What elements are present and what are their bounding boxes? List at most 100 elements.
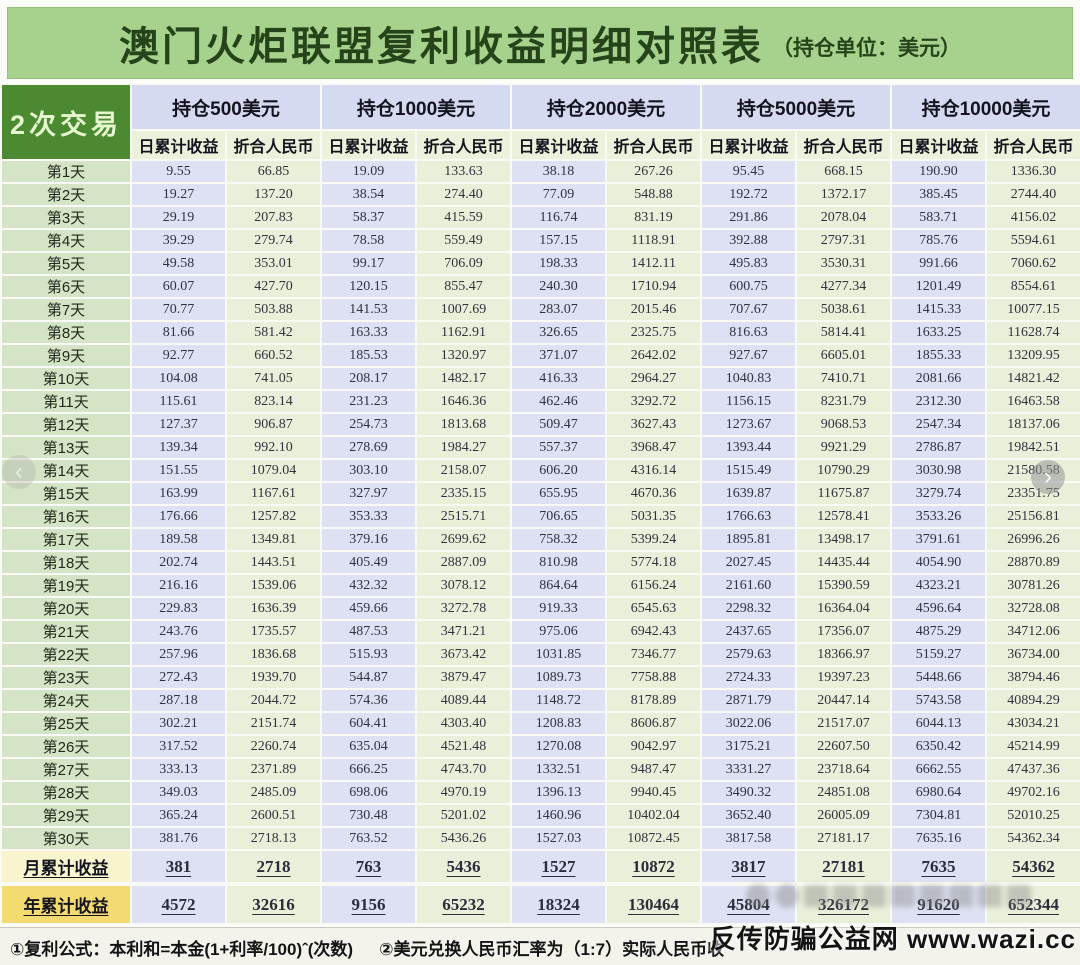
group-header-holding-0: 持仓500美元 <box>129 83 323 131</box>
value-cell: 1201.49 <box>890 274 988 299</box>
value-cell: 831.19 <box>605 205 703 230</box>
row-label-day: 第26天 <box>0 734 132 759</box>
table-row-day-17: 第17天 189.58 1349.81 379.16 2699.62 758.32 5399… <box>0 527 1080 552</box>
value-cell: 1273.67 <box>700 412 798 437</box>
value-cell: 29.19 <box>130 205 227 230</box>
monthly-total-cell: 27181 <box>795 849 893 885</box>
row-label-day: 第16天 <box>0 504 132 529</box>
value-cell: 127.37 <box>130 412 227 437</box>
value-cell: 7758.88 <box>605 665 703 690</box>
yearly-total-cell: 9156 <box>320 882 418 925</box>
roi-table: 2次交易 持仓500美元 持仓1000美元 持仓2000美元 持仓5000美元 持仓100… <box>0 83 1080 925</box>
value-cell: 120.15 <box>320 274 418 299</box>
table-row-day-11: 第11天 115.61 823.14 231.23 1646.36 462.46 3292.… <box>0 389 1080 414</box>
value-cell: 392.88 <box>700 228 798 253</box>
row-label-day: 第13天 <box>0 435 132 460</box>
value-cell: 34712.06 <box>985 619 1080 644</box>
value-cell: 157.15 <box>510 228 608 253</box>
value-cell: 353.33 <box>320 504 418 529</box>
value-cell: 1089.73 <box>510 665 608 690</box>
value-cell: 291.86 <box>700 205 798 230</box>
value-cell: 26005.09 <box>795 803 893 828</box>
value-cell: 1372.17 <box>795 182 893 207</box>
value-cell: 18137.06 <box>985 412 1080 437</box>
row-label-day: 第15天 <box>0 481 132 506</box>
table-row-day-30: 第30天 381.76 2718.13 763.52 5436.26 1527.03 108… <box>0 826 1080 851</box>
value-cell: 515.93 <box>320 642 418 667</box>
sub-header-daily-income: 日累计收益 <box>320 129 418 161</box>
yearly-total-cell: 326172 <box>795 882 893 925</box>
value-cell: 8231.79 <box>795 389 893 414</box>
value-cell: 6350.42 <box>890 734 988 759</box>
value-cell: 3530.31 <box>795 251 893 276</box>
value-cell: 4970.19 <box>415 780 513 805</box>
value-cell: 267.26 <box>605 159 703 184</box>
row-label-day: 第24天 <box>0 688 132 713</box>
value-cell: 333.13 <box>130 757 227 782</box>
value-cell: 66.85 <box>224 159 323 184</box>
value-cell: 416.33 <box>510 366 608 391</box>
value-cell: 462.46 <box>510 389 608 414</box>
value-cell: 6605.01 <box>795 343 893 368</box>
row-label-day: 第7天 <box>0 297 132 322</box>
value-cell: 6942.43 <box>605 619 703 644</box>
value-cell: 192.72 <box>700 182 798 207</box>
value-cell: 9487.47 <box>605 757 703 782</box>
monthly-total-label: 月累计收益 <box>0 849 132 885</box>
value-cell: 36734.00 <box>985 642 1080 667</box>
monthly-total-row: 月累计收益 381 2718 763 5436 1527 10872 3817 27181 763… <box>0 849 1080 885</box>
value-cell: 2871.79 <box>700 688 798 713</box>
value-cell: 2325.75 <box>605 320 703 345</box>
value-cell: 5031.35 <box>605 504 703 529</box>
value-cell: 1443.51 <box>224 550 323 575</box>
value-cell: 7410.71 <box>795 366 893 391</box>
value-cell: 9.55 <box>130 159 227 184</box>
value-cell: 163.33 <box>320 320 418 345</box>
prev-arrow-button[interactable]: ‹ <box>2 455 36 489</box>
row-label-day: 第19天 <box>0 573 132 598</box>
value-cell: 707.67 <box>700 297 798 322</box>
value-cell: 4156.02 <box>985 205 1080 230</box>
value-cell: 26996.26 <box>985 527 1080 552</box>
value-cell: 5594.61 <box>985 228 1080 253</box>
yearly-total-label: 年累计收益 <box>0 882 132 925</box>
row-label-day: 第9天 <box>0 343 132 368</box>
value-cell: 427.70 <box>224 274 323 299</box>
value-cell: 816.63 <box>700 320 798 345</box>
table-row-day-21: 第21天 243.76 1735.57 487.53 3471.21 975.06 6942… <box>0 619 1080 644</box>
yearly-total-row: 年累计收益 4572 32616 9156 65232 18324 130464 45804 3… <box>0 882 1080 925</box>
value-cell: 92.77 <box>130 343 227 368</box>
value-cell: 992.10 <box>224 435 323 460</box>
table-row-day-1: 第1天 9.55 66.85 19.09 133.63 38.18 267.26 95.45 6… <box>0 159 1080 184</box>
value-cell: 27181.17 <box>795 826 893 851</box>
value-cell: 19.27 <box>130 182 227 207</box>
value-cell: 10077.15 <box>985 297 1080 322</box>
value-cell: 1412.11 <box>605 251 703 276</box>
sub-header-daily-income: 日累计收益 <box>700 129 798 161</box>
value-cell: 503.88 <box>224 297 323 322</box>
sub-header-daily-income: 日累计收益 <box>510 129 608 161</box>
value-cell: 2887.09 <box>415 550 513 575</box>
corner-cell-trades-per-day: 2次交易 <box>0 83 132 161</box>
value-cell: 3817.58 <box>700 826 798 851</box>
value-cell: 9042.97 <box>605 734 703 759</box>
value-cell: 9068.53 <box>795 412 893 437</box>
value-cell: 3627.43 <box>605 412 703 437</box>
value-cell: 991.66 <box>890 251 988 276</box>
row-label-day: 第27天 <box>0 757 132 782</box>
value-cell: 5159.27 <box>890 642 988 667</box>
value-cell: 487.53 <box>320 619 418 644</box>
row-label-day: 第21天 <box>0 619 132 644</box>
value-cell: 3272.78 <box>415 596 513 621</box>
next-arrow-button[interactable]: › <box>1031 460 1065 494</box>
value-cell: 557.37 <box>510 435 608 460</box>
value-cell: 758.32 <box>510 527 608 552</box>
value-cell: 1118.91 <box>605 228 703 253</box>
value-cell: 919.33 <box>510 596 608 621</box>
value-cell: 2600.51 <box>224 803 323 828</box>
value-cell: 1332.51 <box>510 757 608 782</box>
table-row-day-22: 第22天 257.96 1836.68 515.93 3673.42 1031.85 734… <box>0 642 1080 667</box>
value-cell: 1836.68 <box>224 642 323 667</box>
value-cell: 1639.87 <box>700 481 798 506</box>
value-cell: 2579.63 <box>700 642 798 667</box>
